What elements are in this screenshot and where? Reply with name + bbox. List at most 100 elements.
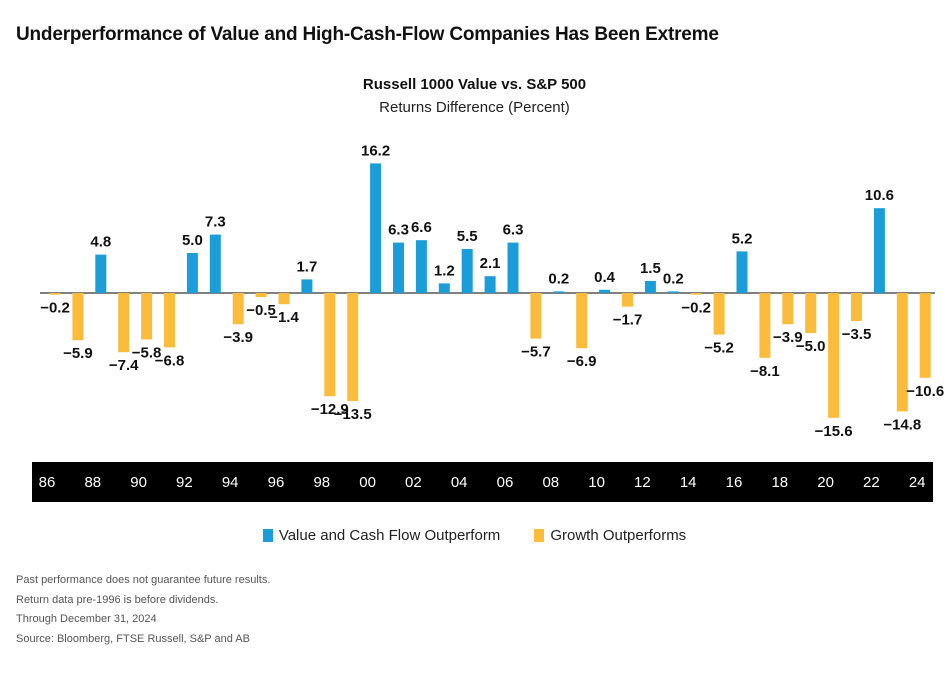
data-label-05: 2.1 bbox=[480, 255, 501, 272]
x-tick-label-90: 90 bbox=[130, 474, 147, 491]
legend-label-negative: Growth Outperforms bbox=[550, 527, 687, 544]
data-label-96: −1.4 bbox=[269, 309, 299, 326]
bar-21 bbox=[851, 293, 862, 321]
data-label-17: −8.1 bbox=[750, 363, 780, 380]
data-label-13: 0.2 bbox=[663, 270, 684, 287]
data-label-24: −10.6 bbox=[906, 383, 944, 400]
x-tick-label-22: 22 bbox=[863, 474, 880, 491]
bar-18 bbox=[782, 293, 794, 325]
data-label-95: −0.5 bbox=[246, 302, 276, 319]
data-label-12: 1.5 bbox=[640, 260, 661, 277]
bar-17 bbox=[759, 293, 771, 358]
bar-87 bbox=[72, 293, 84, 341]
data-label-86: −0.2 bbox=[40, 300, 70, 317]
x-tick-label-12: 12 bbox=[634, 474, 651, 491]
data-label-22: 10.6 bbox=[865, 187, 894, 204]
x-tick-label-10: 10 bbox=[588, 474, 605, 491]
bar-13 bbox=[667, 291, 679, 293]
data-label-87: −5.9 bbox=[63, 345, 93, 362]
bar-93 bbox=[209, 234, 221, 293]
chart-title: Russell 1000 Value vs. S&P 500 bbox=[362, 76, 587, 93]
legend-label-positive: Value and Cash Flow Outperform bbox=[278, 527, 501, 544]
bar-06 bbox=[507, 242, 519, 293]
data-label-19: −5.0 bbox=[796, 338, 826, 355]
data-label-10: 0.4 bbox=[594, 269, 616, 286]
chart-subtitle: Returns Difference (Percent) bbox=[379, 99, 570, 116]
footnote: Through December 31, 2024 bbox=[16, 613, 157, 625]
x-tick-label-86: 86 bbox=[39, 474, 56, 491]
data-label-91: −6.8 bbox=[155, 352, 185, 369]
data-label-92: 5.0 bbox=[182, 232, 203, 249]
data-label-02: 6.6 bbox=[411, 219, 432, 236]
x-tick-label-18: 18 bbox=[771, 474, 788, 491]
x-tick-label-20: 20 bbox=[817, 474, 834, 491]
bar-98 bbox=[324, 293, 336, 397]
footnotes: Past performance does not guarantee futu… bbox=[16, 571, 270, 649]
bar-91 bbox=[164, 293, 175, 348]
bar-11 bbox=[622, 293, 633, 307]
x-axis-band bbox=[32, 462, 933, 502]
bar-89 bbox=[118, 293, 130, 353]
data-label-14: −0.2 bbox=[681, 300, 711, 317]
x-tick-label-92: 92 bbox=[176, 474, 193, 491]
data-label-88: 4.8 bbox=[90, 234, 111, 251]
data-label-16: 5.2 bbox=[732, 230, 753, 247]
data-label-97: 1.7 bbox=[296, 258, 317, 275]
bar-10 bbox=[599, 289, 611, 293]
legend-item-positive: Value and Cash Flow Outperform bbox=[262, 527, 501, 544]
x-tick-label-02: 02 bbox=[405, 474, 422, 491]
footnote: Source: Bloomberg, FTSE Russell, S&P and… bbox=[16, 632, 250, 645]
legend-item-negative: Growth Outperforms bbox=[534, 527, 686, 544]
page-title: Underperformance of Value and High-Cash-… bbox=[16, 24, 719, 45]
legend-swatch-positive bbox=[262, 529, 273, 542]
x-tick-label-00: 00 bbox=[359, 474, 376, 491]
bar-09 bbox=[576, 293, 588, 349]
bar-00 bbox=[370, 163, 382, 293]
data-label-89: −7.4 bbox=[109, 357, 139, 374]
data-label-07: −5.7 bbox=[521, 344, 551, 361]
x-tick-label-96: 96 bbox=[268, 474, 285, 491]
bar-95 bbox=[255, 293, 267, 297]
data-label-08: 0.2 bbox=[548, 270, 569, 287]
data-label-90: −5.8 bbox=[132, 344, 162, 361]
bar-08 bbox=[553, 291, 565, 293]
bar-02 bbox=[415, 240, 427, 293]
x-tick-label-14: 14 bbox=[680, 474, 697, 491]
bar-24 bbox=[919, 293, 931, 378]
bar-19 bbox=[805, 293, 817, 333]
data-label-98: −12.9 bbox=[311, 401, 349, 418]
data-label-06: 6.3 bbox=[503, 222, 524, 239]
bar-01 bbox=[393, 242, 404, 293]
bar-chart: −0.2−5.94.8−7.4−5.8−6.85.07.3−3.9−0.5−1.… bbox=[32, 142, 944, 502]
data-label-01: 6.3 bbox=[388, 222, 409, 239]
footnote: Past performance does not guarantee futu… bbox=[16, 574, 271, 586]
bar-92 bbox=[186, 253, 198, 293]
bar-20 bbox=[828, 293, 840, 418]
data-label-94: −3.9 bbox=[223, 329, 253, 346]
x-tick-label-06: 06 bbox=[497, 474, 514, 491]
x-tick-label-94: 94 bbox=[222, 474, 239, 491]
x-tick-label-16: 16 bbox=[726, 474, 743, 491]
bar-86 bbox=[49, 293, 61, 295]
bar-12 bbox=[644, 281, 656, 293]
bar-90 bbox=[141, 293, 153, 340]
data-label-11: −1.7 bbox=[613, 312, 643, 329]
x-tick-label-04: 04 bbox=[451, 474, 468, 491]
data-label-21: −3.5 bbox=[842, 326, 872, 343]
bar-07 bbox=[530, 293, 542, 339]
bar-99 bbox=[347, 293, 359, 401]
bar-94 bbox=[232, 293, 244, 325]
chart-legend: Value and Cash Flow Outperform Growth Ou… bbox=[0, 527, 949, 544]
x-tick-label-08: 08 bbox=[542, 474, 559, 491]
bar-23 bbox=[896, 293, 908, 412]
data-label-09: −6.9 bbox=[567, 353, 597, 370]
data-label-93: 7.3 bbox=[205, 214, 226, 231]
footnote: Return data pre-1996 is before dividends… bbox=[16, 593, 219, 606]
bar-88 bbox=[95, 254, 107, 293]
data-label-03: 1.2 bbox=[434, 262, 455, 279]
data-label-23: −14.8 bbox=[883, 416, 921, 433]
data-label-99: −13.5 bbox=[334, 406, 372, 423]
data-label-20: −15.6 bbox=[815, 423, 853, 440]
bar-14 bbox=[690, 293, 702, 295]
bar-05 bbox=[484, 276, 496, 293]
